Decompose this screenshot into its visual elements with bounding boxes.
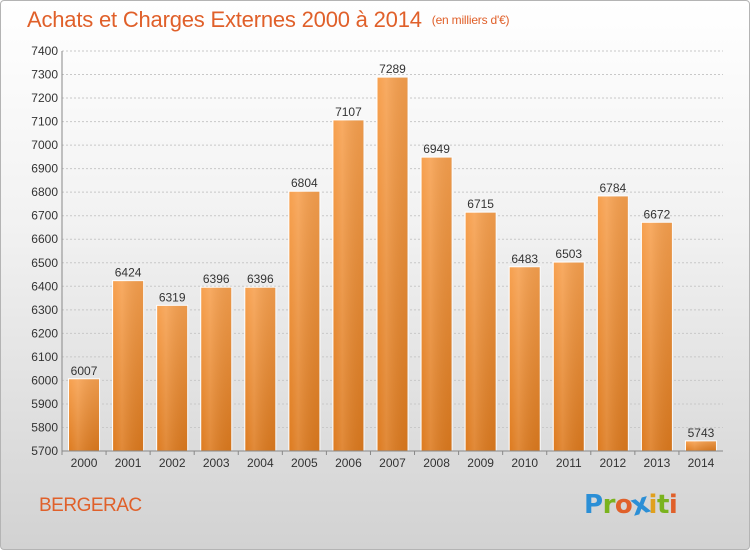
bar-shine [244, 287, 276, 451]
x-tick-label: 2011 [556, 456, 582, 470]
data-label: 6715 [467, 197, 494, 211]
x-tick-label: 2000 [71, 456, 98, 470]
y-tick-label: 7200 [31, 91, 58, 105]
x-tick-label: 2007 [379, 456, 406, 470]
city-name: BERGERAC [39, 495, 142, 516]
y-tick-label: 7000 [31, 138, 58, 152]
bar-shine [332, 119, 364, 452]
bar-shine [465, 212, 497, 451]
bar-shine [288, 191, 320, 451]
x-tick-label: 2002 [159, 456, 186, 470]
data-label: 6784 [599, 181, 626, 195]
x-tick-label: 2006 [335, 456, 362, 470]
data-label: 6319 [159, 290, 186, 304]
bar-shine [509, 266, 541, 451]
x-tick-label: 2012 [599, 456, 626, 470]
y-tick-label: 6900 [31, 162, 58, 176]
data-label: 6396 [203, 272, 230, 286]
bar-shine [685, 440, 717, 451]
x-tick-label: 2014 [688, 456, 715, 470]
y-tick-label: 6700 [31, 209, 58, 223]
bar-shine [597, 195, 629, 451]
y-tick-label: 6800 [31, 185, 58, 199]
bar-shine [377, 77, 408, 451]
y-tick-label: 6200 [31, 326, 58, 340]
chart-unit: (en milliers d'€) [431, 13, 510, 27]
logo-letter: t [656, 490, 669, 520]
x-tick-label: 2001 [115, 456, 142, 470]
x-tick-label: 2008 [423, 456, 450, 470]
logo-letter: P [584, 490, 603, 520]
bar-shine [641, 222, 673, 451]
y-tick-label: 6600 [31, 232, 58, 246]
y-tick-label: 7400 [31, 44, 58, 58]
logo-letter: i [648, 490, 658, 520]
y-tick-label: 6500 [31, 256, 58, 270]
data-label: 6672 [644, 207, 671, 221]
data-label: 5743 [688, 426, 715, 440]
y-tick-label: 5700 [31, 444, 58, 458]
y-axis: 5700 5800 5900 6000 6100 6200 6300 6400 6500 6600… [31, 44, 63, 458]
data-label: 6396 [247, 272, 274, 286]
bar-shine [421, 157, 453, 451]
bar-shine [112, 280, 144, 451]
bar-shine [156, 305, 188, 451]
y-tick-label: 5800 [31, 420, 58, 434]
logo-letter: o [614, 490, 633, 520]
chart-title: Achats et Charges Externes 2000 à 2014 (e… [27, 7, 510, 33]
data-label: 7289 [379, 62, 406, 76]
y-tick-label: 6300 [31, 303, 58, 317]
x-tick-label: 2009 [467, 456, 494, 470]
x-tick-label: 2013 [644, 456, 671, 470]
data-label: 6007 [71, 364, 98, 378]
logo-letter: i [668, 490, 678, 520]
bar-shine [68, 378, 100, 451]
x-tick-label: 2005 [291, 456, 318, 470]
x-axis: 2000 2001 2002 2003 2004 2005 2006 2007 2008 2009… [61, 450, 723, 470]
proxiti-logo: Proxiti [584, 487, 678, 524]
chart-title-text: Achats et Charges Externes 2000 à 2014 [27, 7, 422, 32]
y-tick-label: 6400 [31, 279, 58, 293]
bar-shine [553, 262, 585, 451]
bar-shine [200, 287, 232, 451]
logo-letter: r [602, 490, 616, 520]
bars: 6007 6424 6319 6396 6396 6804 7107 7289 6949 6715… [68, 62, 717, 452]
x-tick-label: 2003 [203, 456, 230, 470]
data-label: 6503 [555, 247, 582, 261]
y-tick-label: 5900 [31, 397, 58, 411]
data-label: 6424 [115, 266, 142, 280]
data-label: 7107 [335, 105, 362, 119]
x-tick-label: 2004 [247, 456, 274, 470]
y-tick-label: 6100 [31, 350, 58, 364]
data-label: 6804 [291, 176, 318, 190]
data-label: 6949 [423, 142, 450, 156]
y-tick-label: 7300 [31, 68, 58, 82]
data-label: 6483 [511, 252, 538, 266]
y-tick-label: 7100 [31, 115, 58, 129]
x-tick-label: 2010 [511, 456, 538, 470]
y-tick-label: 6000 [31, 373, 58, 387]
